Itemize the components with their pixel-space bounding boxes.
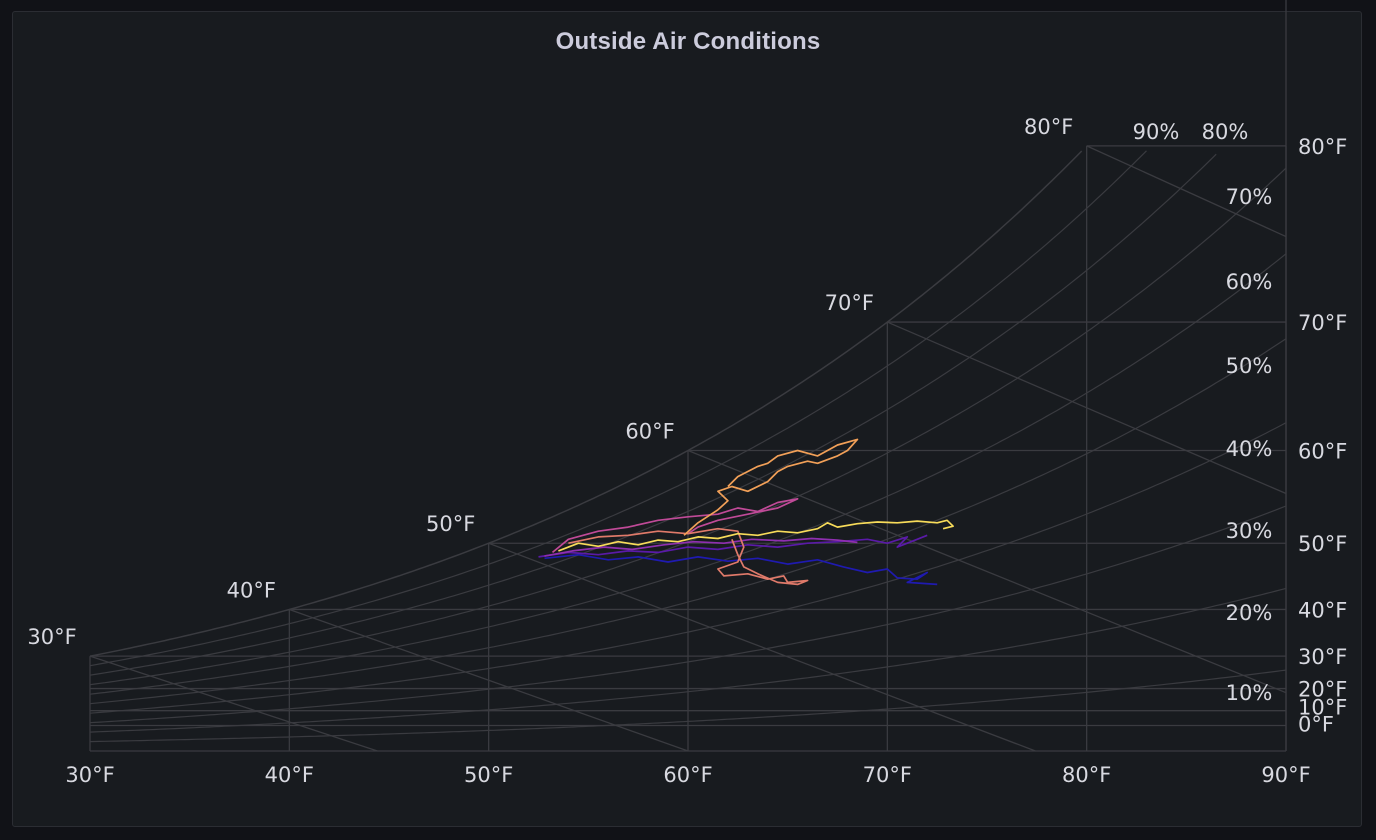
rh-curve bbox=[89, 150, 1147, 667]
rh-curve bbox=[89, 338, 1287, 705]
saturation-curve bbox=[89, 150, 1083, 657]
wetbulb-gridline bbox=[89, 655, 378, 752]
wetbulb-gridline bbox=[488, 542, 1036, 752]
wetbulb-gridline bbox=[887, 321, 1287, 495]
x-tick-label: 80°F bbox=[1062, 763, 1111, 787]
wetbulb-gridline bbox=[687, 449, 1287, 694]
rh-label: 40% bbox=[1226, 437, 1273, 461]
rh-label: 10% bbox=[1226, 681, 1273, 705]
rh-label: 60% bbox=[1226, 270, 1273, 294]
saturation-label: 60°F bbox=[625, 419, 674, 443]
right-axis-tick-label: 40°F bbox=[1298, 598, 1347, 622]
x-tick-label: 90°F bbox=[1261, 763, 1310, 787]
right-axis-tick-label: 0°F bbox=[1298, 713, 1334, 737]
right-axis-tick-label: 50°F bbox=[1298, 532, 1347, 556]
saturation-label: 40°F bbox=[227, 578, 276, 602]
chart-panel bbox=[12, 11, 1362, 827]
saturation-label: 30°F bbox=[27, 625, 76, 649]
x-tick-label: 50°F bbox=[464, 763, 513, 787]
rh-curve bbox=[89, 253, 1287, 695]
label-layer: 30°F 40°F 50°F 60°F 70°F 80°F 90°F 80°F 70°F 60°F… bbox=[27, 115, 1347, 787]
right-axis-tick-label: 30°F bbox=[1298, 645, 1347, 669]
rh-curve bbox=[89, 505, 1287, 724]
series-line bbox=[538, 534, 928, 558]
series-layer bbox=[538, 438, 954, 586]
rh-label: 90% bbox=[1133, 120, 1180, 144]
grid-layer bbox=[89, 0, 1287, 752]
rh-curve bbox=[89, 669, 1287, 743]
rh-label: 80% bbox=[1202, 120, 1249, 144]
x-tick-label: 30°F bbox=[65, 763, 114, 787]
wetbulb-gridline bbox=[1086, 145, 1287, 238]
right-axis-tick-label: 10°F bbox=[1298, 696, 1347, 720]
saturation-label: 80°F bbox=[1024, 115, 1073, 139]
right-axis-tick-label: 70°F bbox=[1298, 311, 1347, 335]
rh-curve bbox=[89, 422, 1287, 714]
saturation-label: 50°F bbox=[426, 512, 475, 536]
rh-curve bbox=[89, 587, 1287, 733]
series-line bbox=[544, 553, 938, 586]
rh-label: 30% bbox=[1226, 519, 1273, 543]
x-tick-label: 40°F bbox=[265, 763, 314, 787]
series-line bbox=[551, 497, 799, 554]
wetbulb-gridline bbox=[289, 608, 689, 752]
rh-label: 70% bbox=[1226, 185, 1273, 209]
x-tick-label: 60°F bbox=[663, 763, 712, 787]
rh-curve bbox=[89, 153, 1217, 676]
rh-label: 50% bbox=[1226, 354, 1273, 378]
saturation-label: 70°F bbox=[825, 291, 874, 315]
right-axis-tick-label: 60°F bbox=[1298, 439, 1347, 463]
series-line bbox=[568, 527, 809, 586]
x-tick-label: 70°F bbox=[863, 763, 912, 787]
series-line bbox=[683, 438, 859, 536]
rh-label: 20% bbox=[1226, 601, 1273, 625]
right-axis-tick-label: 80°F bbox=[1298, 135, 1347, 159]
panel-title: Outside Air Conditions bbox=[555, 28, 821, 55]
series-line bbox=[544, 537, 858, 557]
right-axis-tick-label: 20°F bbox=[1298, 678, 1347, 702]
series-line bbox=[558, 519, 954, 552]
